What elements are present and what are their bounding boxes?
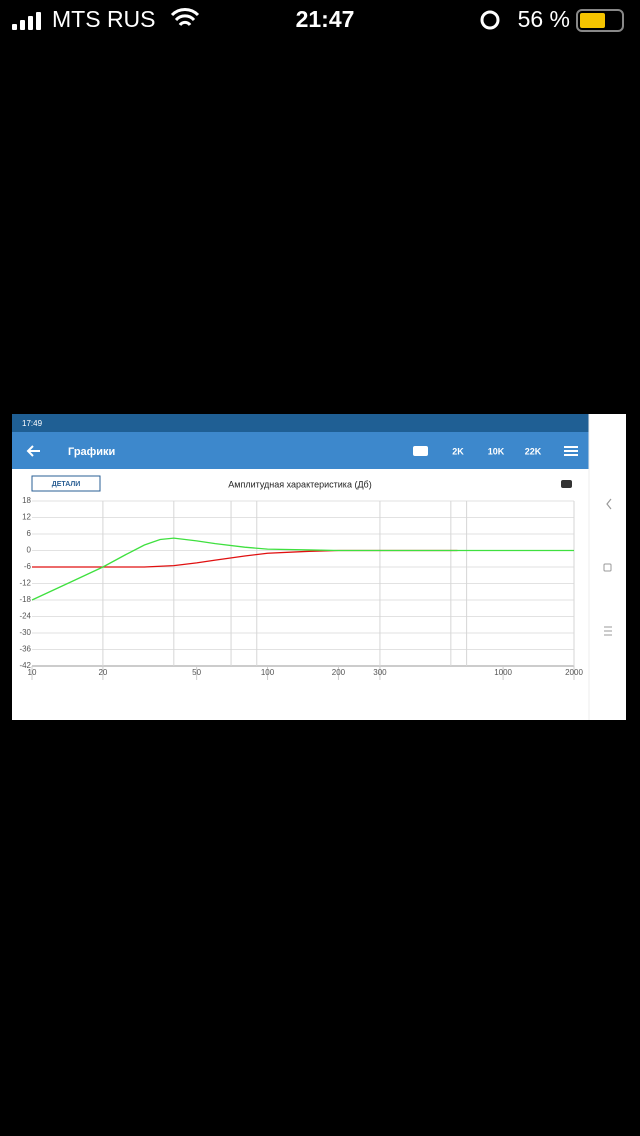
app-bar: [12, 432, 589, 469]
carrier: MTS RUS: [52, 6, 156, 32]
y-tick-label: -42: [19, 661, 31, 670]
android-status-bar: [12, 414, 589, 432]
nav-home[interactable]: [603, 563, 612, 572]
y-tick-label: -24: [19, 612, 31, 621]
x-tick-label: 2000: [565, 668, 583, 677]
details-label: ДЕТАЛИ: [52, 481, 81, 488]
car-icon: [561, 480, 572, 488]
x-tick-label: 50: [192, 668, 201, 677]
nav-menu[interactable]: [604, 626, 612, 636]
action-10k[interactable]: 10K: [488, 446, 505, 456]
menu-button[interactable]: [564, 446, 578, 456]
battery-icon: [576, 9, 624, 32]
back-button[interactable]: [26, 445, 40, 457]
chart-title: Амплитудная характеристика (Дб): [228, 479, 371, 489]
y-tick-label: -30: [19, 628, 31, 637]
x-tick-label: 1000: [494, 668, 512, 677]
y-tick-label: 12: [22, 513, 31, 522]
nav-back[interactable]: [606, 498, 612, 510]
car-button[interactable]: [413, 446, 428, 456]
y-tick-label: -6: [24, 562, 32, 571]
y-tick-label: 6: [27, 529, 32, 538]
details-button[interactable]: [31, 475, 101, 492]
x-tick-label: 10: [28, 668, 37, 677]
y-tick-label: 18: [22, 496, 31, 505]
battery-level: 56 %: [518, 6, 570, 32]
app-title: Графики: [68, 446, 115, 458]
series-line: [31, 537, 574, 601]
signal-icon: [12, 12, 41, 30]
x-tick-label: 20: [98, 668, 107, 677]
x-tick-label: 100: [261, 668, 275, 677]
wifi-icon: [170, 8, 200, 27]
alarm-icon: [480, 10, 500, 30]
android-time: 17:49: [22, 419, 43, 428]
clock: 21:47: [296, 6, 355, 32]
action-2k[interactable]: 2K: [452, 446, 464, 456]
x-tick-label: 200: [332, 668, 346, 677]
y-tick-label: 0: [27, 546, 32, 555]
battery-fill: [580, 13, 605, 28]
y-tick-label: -18: [19, 595, 31, 604]
y-tick-label: -12: [19, 579, 31, 588]
action-22k[interactable]: 22K: [525, 446, 542, 456]
x-tick-label: 300: [373, 668, 387, 677]
y-tick-label: -36: [19, 645, 31, 654]
